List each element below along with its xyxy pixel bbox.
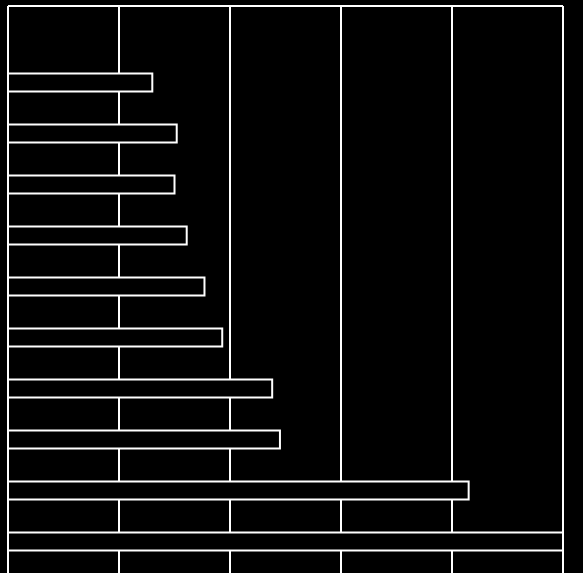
bar xyxy=(8,227,187,245)
bar xyxy=(8,533,563,551)
bar xyxy=(8,380,272,398)
bar xyxy=(8,125,177,143)
bar xyxy=(8,176,175,194)
bar xyxy=(8,431,280,449)
bar xyxy=(8,329,222,347)
bar xyxy=(8,74,152,92)
horizontal-bar-chart xyxy=(0,0,583,573)
bar xyxy=(8,482,469,500)
bar xyxy=(8,278,204,296)
